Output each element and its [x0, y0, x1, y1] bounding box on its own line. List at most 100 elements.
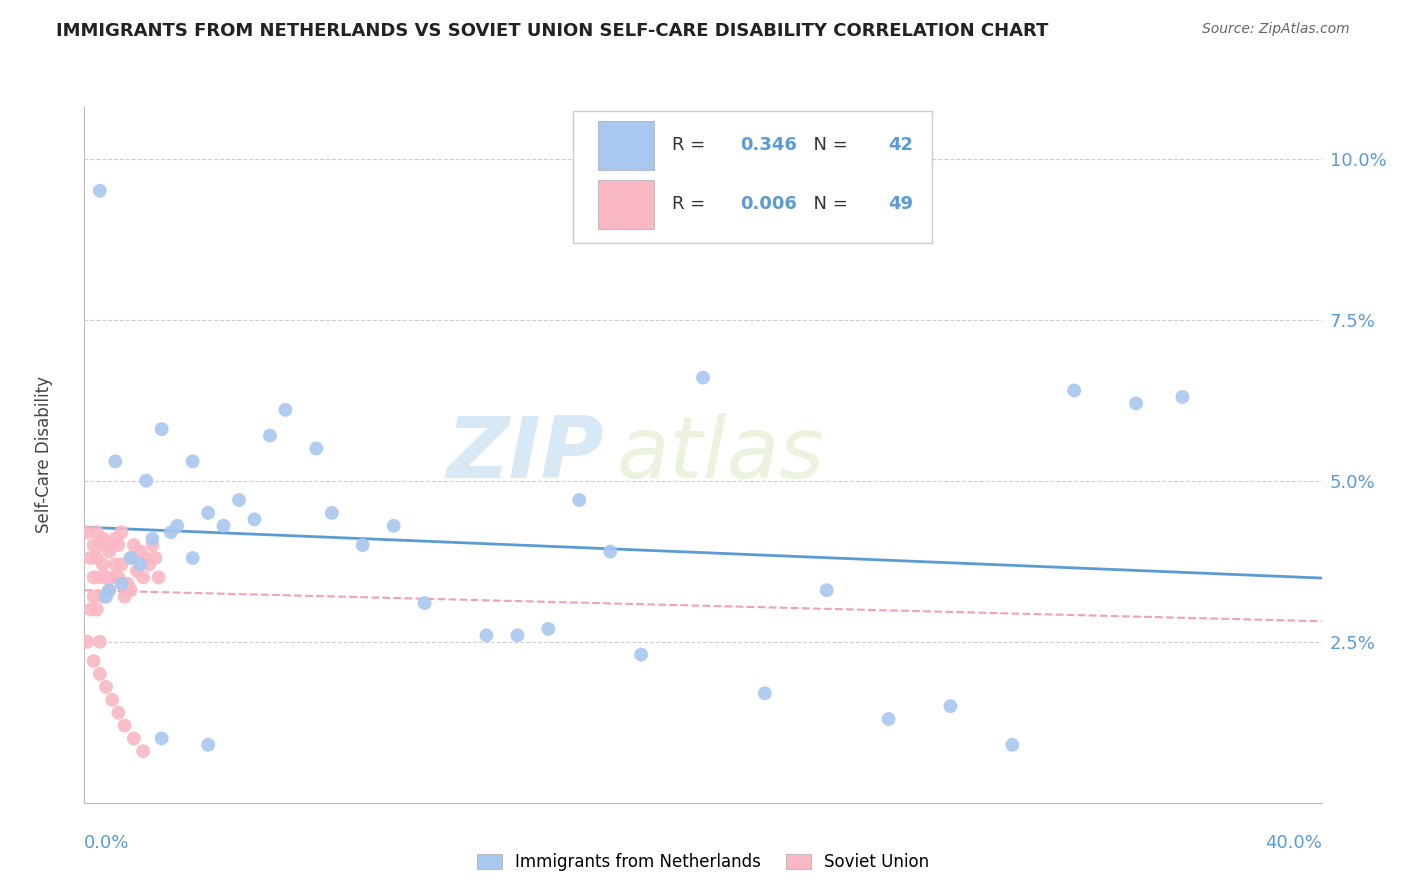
Point [135, 474, 157, 488]
Point [89, 667, 111, 681]
Point [1001, 738, 1024, 752]
Point [1063, 384, 1085, 398]
Point [83, 590, 105, 604]
Point [83, 570, 105, 584]
Point [197, 506, 219, 520]
Point [104, 558, 127, 572]
Point [141, 538, 163, 552]
Point [117, 576, 139, 591]
Text: N =: N = [801, 195, 853, 213]
Text: 40.0%: 40.0% [1265, 834, 1322, 852]
Point [101, 692, 124, 706]
Point [76, 525, 98, 540]
Point [259, 428, 281, 442]
Point [321, 506, 343, 520]
Point [104, 454, 127, 468]
Legend: Immigrants from Netherlands, Soviet Union: Immigrants from Netherlands, Soviet Unio… [468, 845, 938, 880]
Text: IMMIGRANTS FROM NETHERLANDS VS SOVIET UNION SELF-CARE DISABILITY CORRELATION CHA: IMMIGRANTS FROM NETHERLANDS VS SOVIET UN… [56, 22, 1049, 40]
Point [89, 538, 111, 552]
Point [125, 564, 148, 578]
Point [83, 654, 105, 668]
Point [754, 686, 776, 700]
Point [98, 583, 121, 598]
Text: ZIP: ZIP [446, 413, 605, 497]
Point [243, 512, 266, 526]
Point [101, 570, 124, 584]
Text: 42: 42 [889, 136, 914, 154]
Point [120, 551, 142, 566]
FancyBboxPatch shape [598, 180, 654, 229]
Text: atlas: atlas [616, 413, 824, 497]
Point [305, 442, 328, 456]
Point [91, 558, 114, 572]
Point [274, 402, 297, 417]
Point [122, 538, 145, 552]
Point [132, 744, 155, 758]
Point [98, 544, 121, 558]
Point [181, 454, 204, 468]
Point [83, 538, 105, 552]
Point [160, 525, 183, 540]
Point [692, 370, 714, 384]
Point [122, 731, 145, 746]
Point [166, 518, 188, 533]
Point [181, 551, 204, 566]
Point [110, 525, 132, 540]
Point [91, 590, 114, 604]
Point [107, 538, 129, 552]
Point [568, 493, 591, 508]
Point [98, 583, 121, 598]
Point [413, 596, 436, 610]
Text: 49: 49 [889, 195, 914, 213]
Point [212, 518, 235, 533]
Point [86, 525, 108, 540]
Point [94, 538, 117, 552]
Point [86, 551, 108, 566]
Point [815, 583, 838, 598]
Point [1125, 396, 1147, 410]
Point [86, 602, 108, 616]
Point [599, 544, 621, 558]
Point [94, 590, 117, 604]
Point [91, 532, 114, 546]
Point [110, 558, 132, 572]
Point [94, 680, 117, 694]
Point [382, 518, 405, 533]
Point [145, 551, 167, 566]
Text: N =: N = [801, 136, 853, 154]
Point [141, 532, 163, 546]
Text: Source: ZipAtlas.com: Source: ZipAtlas.com [1202, 22, 1350, 37]
FancyBboxPatch shape [598, 121, 654, 169]
Point [120, 551, 142, 566]
Point [104, 532, 127, 546]
Point [630, 648, 652, 662]
Point [537, 622, 560, 636]
Point [877, 712, 900, 726]
Point [506, 628, 529, 642]
Point [114, 718, 136, 732]
Point [89, 570, 111, 584]
Point [79, 602, 101, 616]
Text: 0.006: 0.006 [740, 195, 797, 213]
Point [150, 422, 173, 436]
Point [94, 570, 117, 584]
Point [939, 699, 962, 714]
Point [107, 706, 129, 720]
Point [101, 538, 124, 552]
Point [114, 590, 136, 604]
Text: 0.346: 0.346 [740, 136, 797, 154]
Point [1171, 390, 1194, 404]
FancyBboxPatch shape [574, 111, 932, 243]
Point [110, 576, 132, 591]
Point [129, 558, 152, 572]
Point [135, 551, 157, 566]
Point [197, 738, 219, 752]
Point [89, 634, 111, 648]
Point [132, 570, 155, 584]
Point [129, 544, 152, 558]
Text: 0.0%: 0.0% [84, 834, 129, 852]
Point [475, 628, 498, 642]
Point [120, 583, 142, 598]
Point [79, 551, 101, 566]
Text: R =: R = [672, 195, 711, 213]
